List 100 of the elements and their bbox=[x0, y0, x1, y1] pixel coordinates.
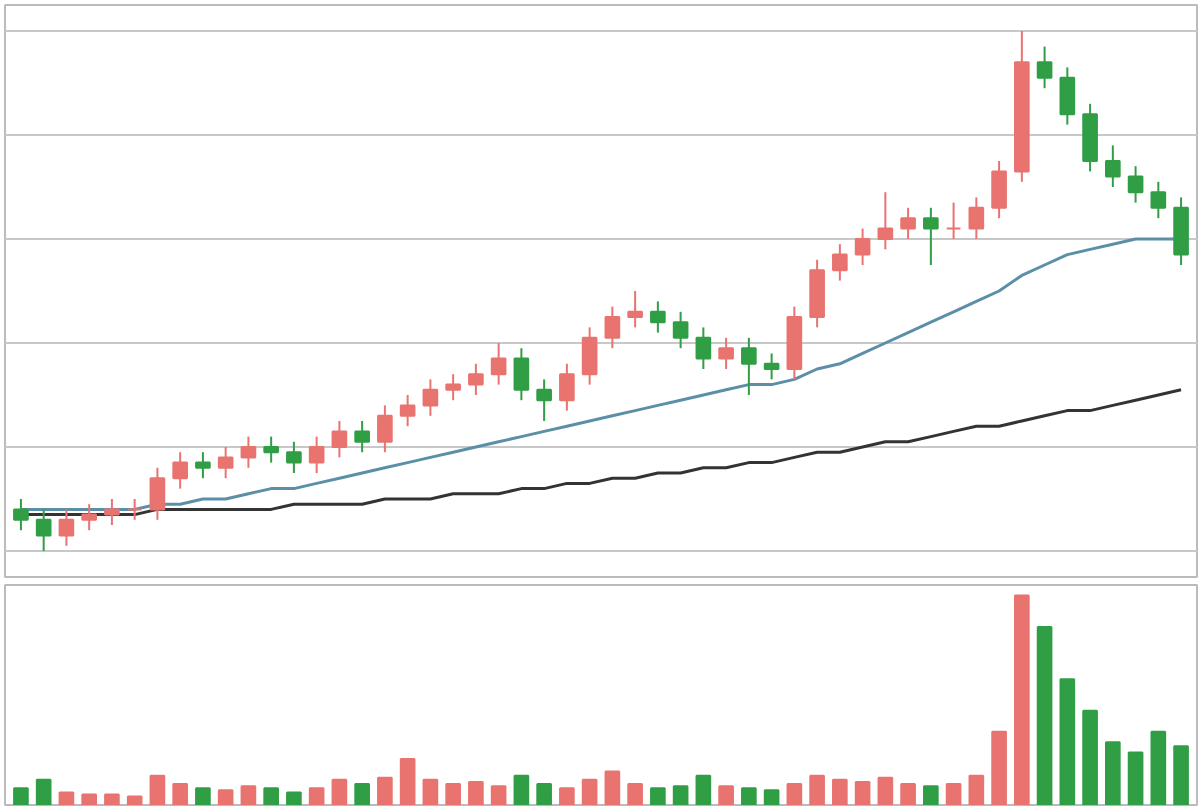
candlestick bbox=[900, 206, 916, 240]
candlestick bbox=[832, 243, 848, 282]
bar bbox=[559, 787, 575, 805]
candlestick bbox=[718, 336, 734, 370]
bar bbox=[695, 774, 712, 805]
bar bbox=[35, 778, 52, 805]
candlestick bbox=[286, 440, 302, 474]
bar bbox=[149, 774, 166, 805]
candlestick bbox=[945, 201, 962, 240]
candlestick bbox=[695, 326, 712, 370]
bar bbox=[900, 783, 916, 805]
bar bbox=[741, 787, 757, 805]
candlestick bbox=[650, 300, 666, 334]
bar bbox=[13, 787, 29, 805]
candlestick bbox=[559, 362, 575, 412]
candlestick bbox=[331, 420, 348, 459]
candlestick bbox=[308, 435, 325, 474]
candlestick bbox=[513, 347, 530, 402]
candlestick bbox=[172, 451, 188, 490]
candlestick bbox=[445, 373, 461, 402]
candlestick bbox=[490, 342, 507, 386]
bar bbox=[604, 770, 621, 805]
bar bbox=[468, 780, 484, 805]
candlestick bbox=[809, 258, 825, 329]
candlestick bbox=[1127, 165, 1144, 204]
candlestick bbox=[1105, 144, 1121, 188]
bar bbox=[1105, 741, 1121, 805]
bar bbox=[172, 783, 188, 805]
bar bbox=[263, 787, 279, 805]
bar bbox=[718, 785, 734, 805]
bar bbox=[81, 793, 97, 805]
candlestick bbox=[991, 160, 1007, 220]
bar bbox=[1127, 751, 1144, 805]
candlestick bbox=[195, 451, 211, 480]
bar bbox=[968, 774, 985, 805]
candlestick bbox=[536, 378, 552, 422]
candlestick bbox=[399, 394, 416, 428]
bar bbox=[627, 783, 643, 805]
bar bbox=[490, 785, 507, 805]
candlestick bbox=[627, 290, 643, 329]
bar bbox=[104, 793, 120, 805]
bar bbox=[991, 730, 1007, 805]
bar bbox=[1036, 625, 1053, 805]
bar bbox=[877, 776, 894, 805]
bar bbox=[672, 785, 689, 805]
candlestick bbox=[968, 196, 985, 240]
candlestick bbox=[104, 498, 120, 526]
candlestick bbox=[354, 420, 370, 454]
candlestick bbox=[1150, 180, 1167, 220]
candlestick bbox=[81, 503, 97, 532]
bar bbox=[832, 778, 848, 805]
candlestick bbox=[377, 404, 393, 454]
candlestick bbox=[217, 446, 234, 480]
candlestick bbox=[877, 191, 894, 251]
candlestick bbox=[58, 508, 75, 547]
bar bbox=[945, 783, 962, 805]
bar bbox=[650, 787, 666, 805]
bar bbox=[854, 780, 871, 805]
bar bbox=[331, 778, 348, 805]
candlestick bbox=[149, 466, 166, 521]
bar bbox=[809, 774, 825, 805]
candlestick bbox=[422, 378, 439, 417]
candlestick bbox=[1173, 196, 1189, 266]
candlestick bbox=[923, 206, 939, 266]
bar bbox=[513, 774, 530, 805]
bar bbox=[399, 757, 416, 805]
bar bbox=[581, 778, 598, 805]
bar bbox=[1173, 745, 1189, 805]
bar bbox=[377, 776, 393, 805]
candlestick bbox=[35, 508, 52, 552]
candlestick bbox=[1082, 102, 1098, 173]
candlestick bbox=[468, 362, 484, 396]
bar bbox=[240, 785, 257, 805]
bar bbox=[763, 789, 780, 805]
bar bbox=[217, 789, 234, 805]
bar bbox=[195, 787, 211, 805]
bar bbox=[308, 787, 325, 805]
candlestick bbox=[854, 227, 871, 266]
bar bbox=[923, 785, 939, 805]
bar bbox=[286, 791, 302, 805]
bar bbox=[1059, 678, 1076, 805]
bar bbox=[126, 795, 143, 805]
bar bbox=[536, 783, 552, 805]
candlestick bbox=[581, 326, 598, 386]
candlestick bbox=[672, 310, 689, 350]
candlestick bbox=[240, 435, 257, 469]
candlestick bbox=[13, 498, 29, 532]
bar bbox=[354, 783, 370, 805]
candlestick bbox=[263, 435, 279, 464]
bar bbox=[422, 778, 439, 805]
candlestick bbox=[126, 498, 143, 521]
candlestick bbox=[1059, 66, 1076, 126]
candlestick bbox=[1036, 45, 1053, 90]
bar bbox=[445, 783, 461, 805]
bar bbox=[1014, 594, 1030, 805]
bar bbox=[58, 791, 75, 805]
bar bbox=[1150, 730, 1167, 805]
candlestick bbox=[763, 352, 780, 381]
bar bbox=[786, 783, 803, 805]
bar bbox=[1082, 709, 1098, 805]
